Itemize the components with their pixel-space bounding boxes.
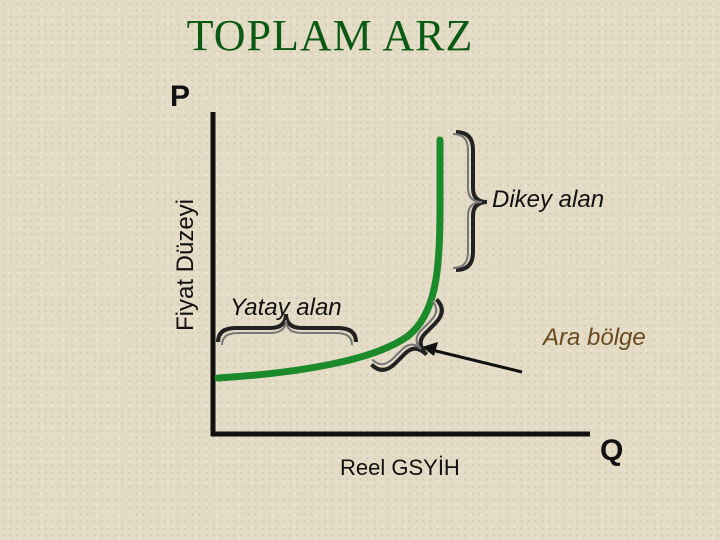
horizontal-region-label: Yatay alan — [230, 294, 342, 321]
x-axis-symbol: Q — [600, 434, 624, 467]
vertical-region-brace — [452, 130, 488, 272]
aggregate-supply-curve — [214, 136, 444, 382]
vertical-region-label: Dikey alan — [492, 186, 605, 213]
intermediate-region-brace — [370, 298, 444, 372]
intermediate-region-label: Ara bölge — [543, 324, 646, 351]
y-axis-label: Fiyat Düzeyi — [172, 198, 199, 332]
intermediate-arrow — [422, 342, 523, 374]
page-title: TOPLAM ARZ — [186, 11, 474, 60]
y-axis-symbol: P — [170, 80, 191, 113]
x-axis-label: Reel GSYİH — [340, 455, 460, 480]
horizontal-region-brace — [216, 313, 358, 346]
